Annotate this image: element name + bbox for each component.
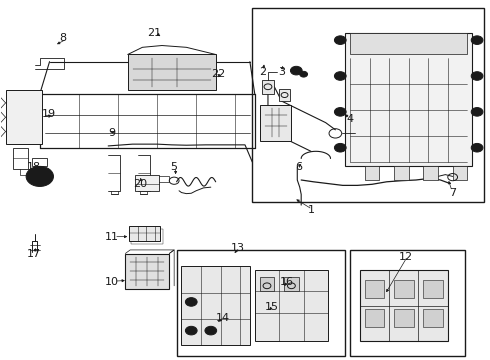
- Circle shape: [291, 66, 302, 75]
- Bar: [284, 277, 299, 291]
- Bar: [13, 148, 27, 169]
- Text: 8: 8: [60, 33, 67, 43]
- Text: 1: 1: [307, 206, 315, 216]
- Text: 3: 3: [278, 67, 285, 77]
- Circle shape: [208, 329, 213, 332]
- Circle shape: [185, 298, 197, 306]
- Circle shape: [334, 143, 346, 152]
- Circle shape: [471, 36, 483, 44]
- Bar: [394, 280, 414, 298]
- Bar: [135, 175, 159, 191]
- Text: 5: 5: [171, 162, 178, 172]
- Text: 7: 7: [449, 188, 456, 198]
- Bar: [129, 226, 160, 241]
- Circle shape: [334, 108, 346, 116]
- Bar: [260, 277, 274, 291]
- Bar: [365, 309, 384, 327]
- Bar: [128, 54, 216, 90]
- Text: 16: 16: [279, 277, 294, 287]
- Bar: [279, 89, 290, 101]
- Circle shape: [471, 143, 483, 152]
- Bar: [350, 33, 467, 54]
- Bar: [423, 309, 443, 327]
- Circle shape: [471, 72, 483, 80]
- Bar: [365, 166, 379, 180]
- Text: 22: 22: [211, 69, 225, 79]
- Circle shape: [334, 72, 346, 80]
- Text: 11: 11: [105, 232, 119, 242]
- Bar: [32, 158, 47, 166]
- Circle shape: [205, 326, 217, 335]
- Text: 4: 4: [346, 114, 354, 124]
- Bar: [453, 166, 467, 180]
- Bar: [125, 253, 169, 289]
- Bar: [345, 33, 472, 166]
- Bar: [252, 8, 485, 202]
- Bar: [181, 266, 250, 345]
- Bar: [423, 280, 443, 298]
- Text: 13: 13: [231, 243, 245, 253]
- Text: 2: 2: [259, 67, 266, 77]
- Bar: [423, 166, 438, 180]
- Text: 17: 17: [27, 248, 41, 258]
- Text: 15: 15: [265, 302, 279, 312]
- Bar: [394, 166, 409, 180]
- Bar: [262, 80, 274, 94]
- Circle shape: [26, 166, 53, 186]
- Circle shape: [300, 71, 308, 77]
- Bar: [350, 250, 465, 356]
- Text: 12: 12: [399, 252, 413, 262]
- Circle shape: [189, 329, 194, 332]
- Bar: [365, 280, 384, 298]
- Bar: [131, 229, 163, 244]
- Bar: [394, 309, 414, 327]
- Bar: [255, 270, 328, 341]
- Bar: [360, 270, 448, 341]
- Circle shape: [334, 36, 346, 44]
- Text: 19: 19: [42, 109, 56, 119]
- Text: 9: 9: [109, 129, 116, 138]
- Bar: [5, 90, 42, 144]
- Bar: [260, 105, 292, 140]
- Text: 6: 6: [295, 162, 302, 172]
- Text: 21: 21: [147, 28, 162, 38]
- Text: 14: 14: [216, 313, 230, 323]
- Bar: [176, 250, 345, 356]
- Text: 20: 20: [133, 179, 147, 189]
- Circle shape: [471, 108, 483, 116]
- Text: 18: 18: [27, 162, 41, 172]
- Circle shape: [185, 326, 197, 335]
- Text: 10: 10: [105, 277, 119, 287]
- Circle shape: [189, 300, 194, 304]
